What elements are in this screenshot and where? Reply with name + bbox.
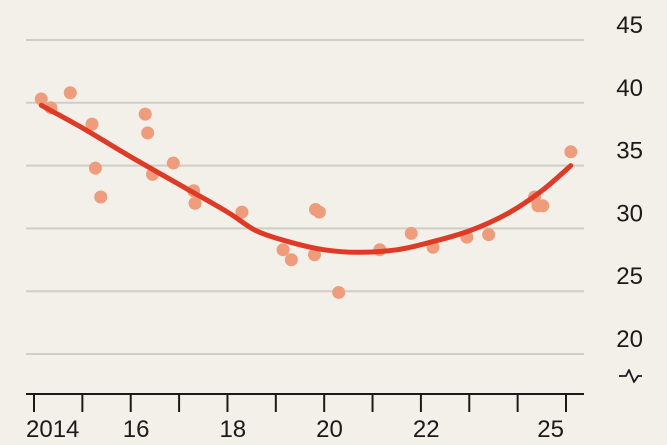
data-point <box>276 243 290 257</box>
data-point <box>166 156 180 170</box>
axis-break-icon <box>619 369 642 383</box>
y-tick-label: 25 <box>616 263 643 290</box>
data-point <box>564 145 578 159</box>
x-tick-label: 16 <box>123 416 150 443</box>
data-point <box>235 205 249 219</box>
data-point <box>88 161 102 175</box>
data-point <box>188 196 202 210</box>
data-point <box>34 92 48 106</box>
data-point <box>308 248 322 262</box>
data-point <box>138 107 152 121</box>
data-point <box>404 226 418 240</box>
y-tick-label: 20 <box>616 326 643 353</box>
x-tick-label: 22 <box>413 416 440 443</box>
data-point <box>85 117 99 131</box>
x-tick-label: 18 <box>219 416 246 443</box>
y-tick-label: 30 <box>616 200 643 227</box>
data-point <box>482 228 496 242</box>
data-point <box>284 253 298 267</box>
data-point <box>141 126 155 140</box>
x-tick-label: 20 <box>316 416 343 443</box>
data-point <box>312 205 326 219</box>
y-tick-label: 40 <box>616 75 643 102</box>
data-point <box>94 190 108 204</box>
y-tick-label: 45 <box>616 12 643 39</box>
data-point <box>536 199 550 213</box>
x-tick-label: 25 <box>537 416 564 443</box>
data-point <box>332 285 346 299</box>
trend-line <box>38 102 574 255</box>
x-tick-label: 2014 <box>26 416 79 443</box>
data-point <box>63 86 77 100</box>
y-tick-label: 35 <box>616 138 643 165</box>
